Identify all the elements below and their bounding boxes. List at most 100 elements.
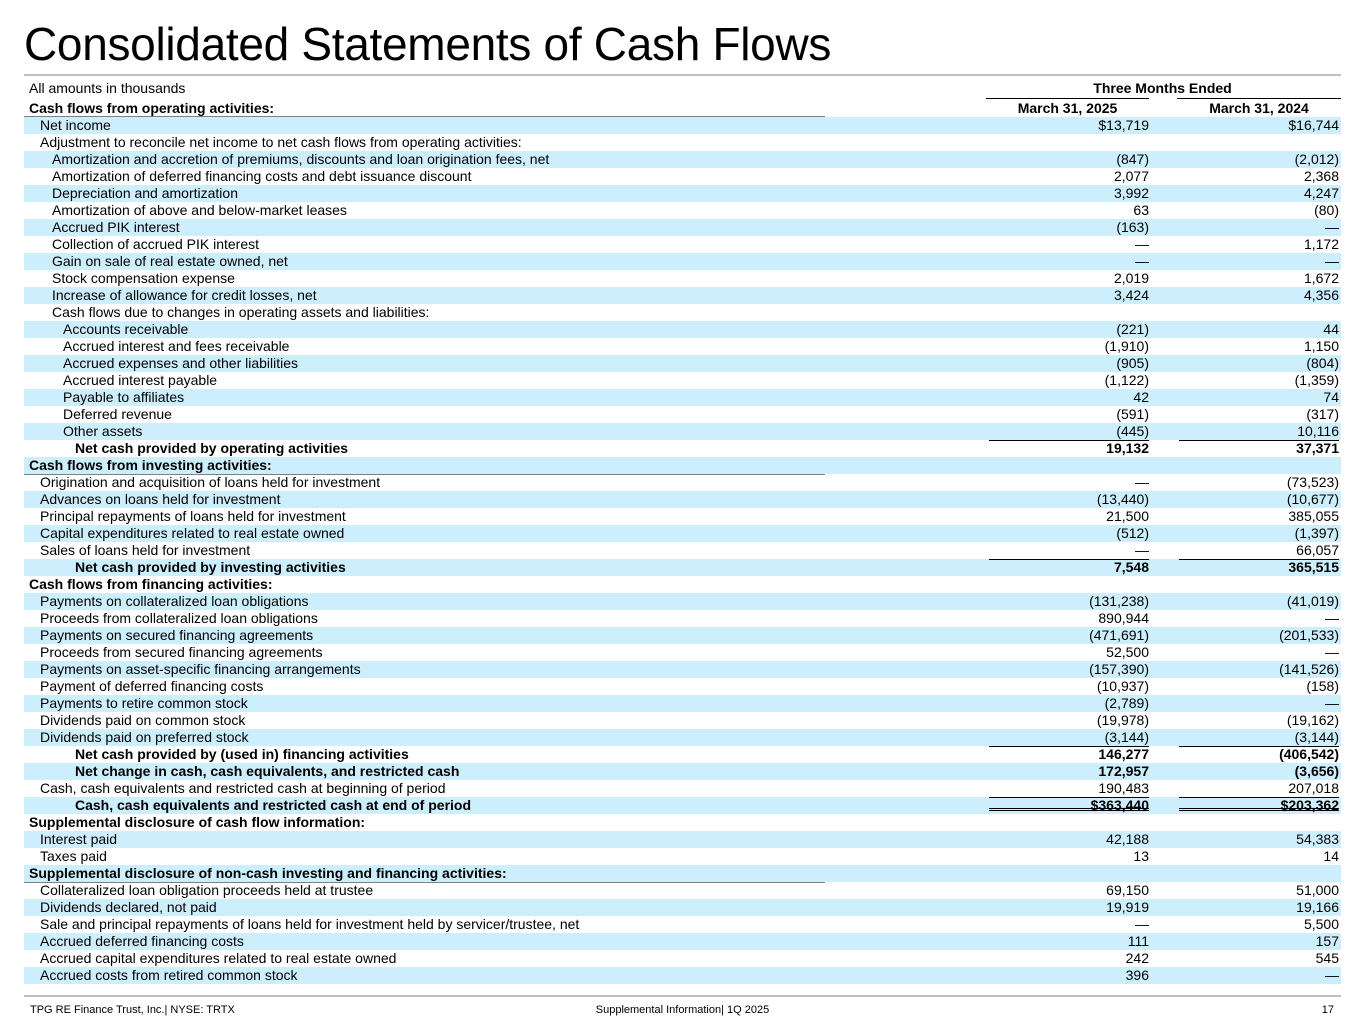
value-2025: 52,500 xyxy=(1106,644,1149,660)
row-label: Cash flows from financing activities: xyxy=(29,576,273,592)
title-divider xyxy=(24,74,1341,76)
value-2024: (2,012) xyxy=(1294,151,1339,167)
cash-flow-table: All amounts in thousands Three Months En… xyxy=(24,79,1341,984)
value-2024: 1,172 xyxy=(1303,236,1339,252)
table-row: Payments on collateralized loan obligati… xyxy=(24,593,1341,610)
row-label: Cash flows from investing activities: xyxy=(29,457,272,473)
value-2024: 74 xyxy=(1323,389,1339,405)
value-2025: 42 xyxy=(1133,389,1149,405)
value-2025: (591) xyxy=(1116,406,1149,422)
value-2024: 66,057 xyxy=(1179,542,1339,560)
row-label: Payment of deferred financing costs xyxy=(40,678,264,694)
row-label: Increase of allowance for credit losses,… xyxy=(52,287,317,303)
value-2024: 4,247 xyxy=(1303,185,1339,201)
row-label: Accrued capital expenditures related to … xyxy=(40,950,397,966)
value-2024: 51,000 xyxy=(1296,882,1339,898)
table-row: Payments to retire common stock (2,789) — xyxy=(24,695,1341,712)
value-2025: (157,390) xyxy=(1089,661,1149,677)
value-2024: — xyxy=(1325,695,1339,711)
value-2025: (221) xyxy=(1116,321,1149,337)
value-2024: 385,055 xyxy=(1288,508,1339,524)
value-2025: 890,944 xyxy=(1098,610,1149,626)
value-2025: 190,483 xyxy=(989,780,1149,798)
table-row: Dividends paid on preferred stock (3,144)… xyxy=(24,729,1341,747)
value-2024: 44 xyxy=(1323,321,1339,337)
value-2024: 10,116 xyxy=(1179,423,1339,441)
row-label: Sales of loans held for investment xyxy=(40,542,251,558)
row-label: Net change in cash, cash equivalents, an… xyxy=(75,763,460,779)
value-2024: (1,397) xyxy=(1294,525,1339,541)
value-2024: 1,672 xyxy=(1303,270,1339,286)
value-2025: 2,019 xyxy=(1113,270,1149,286)
value-2025: $363,440 xyxy=(989,797,1149,812)
row-label: Taxes paid xyxy=(40,848,107,864)
table-row: Accrued deferred financing costs 111 157 xyxy=(24,933,1341,950)
value-2025: 111 xyxy=(1127,933,1149,949)
row-label: Dividends paid on common stock xyxy=(40,712,246,728)
value-2024: 2,368 xyxy=(1303,168,1339,184)
table-row: Amortization of above and below-market l… xyxy=(24,202,1341,219)
value-2024: (1,359) xyxy=(1294,372,1339,388)
value-2025: (2,789) xyxy=(1104,695,1149,711)
table-row: Depreciation and amortization 3,992 4,247 xyxy=(24,185,1341,202)
table-row: Taxes paid 13 14 xyxy=(24,848,1341,865)
value-2025: (1,122) xyxy=(1104,372,1149,388)
value-2024: (3,656) xyxy=(1294,763,1339,779)
table-row: Collateralized loan obligation proceeds … xyxy=(24,882,1341,899)
value-2025: (163) xyxy=(1116,219,1149,235)
value-2024: — xyxy=(1325,967,1339,983)
table-row: Dividends declared, not paid 19,919 19,166 xyxy=(24,899,1341,916)
value-2025: 7,548 xyxy=(989,559,1149,575)
value-2025: 19,919 xyxy=(1106,899,1149,915)
row-label: Accrued interest payable xyxy=(63,372,218,388)
value-2024: (158) xyxy=(1306,678,1339,694)
row-label: Principal repayments of loans held for i… xyxy=(40,508,346,524)
table-row: Accrued PIK interest (163) — xyxy=(24,219,1341,236)
value-2024: $203,362 xyxy=(1179,797,1339,812)
value-2025: 42,188 xyxy=(1106,831,1149,847)
value-2024: (73,523) xyxy=(1286,474,1339,490)
value-2025: (3,144) xyxy=(989,729,1149,747)
page-number: 17 xyxy=(1321,1004,1334,1016)
value-2025: (445) xyxy=(989,423,1149,441)
row-label: Interest paid xyxy=(40,831,118,847)
row-label: Dividends paid on preferred stock xyxy=(40,729,249,745)
value-2025: (905) xyxy=(1116,355,1149,371)
table-row: Proceeds from collateralized loan obliga… xyxy=(24,610,1341,627)
table-row: Net change in cash, cash equivalents, an… xyxy=(24,763,1341,780)
row-label: Cash, cash equivalents and restricted ca… xyxy=(75,797,472,813)
table-row: Proceeds from secured financing agreemen… xyxy=(24,644,1341,661)
row-label: Payments to retire common stock xyxy=(40,695,248,711)
row-label: Collection of accrued PIK interest xyxy=(52,236,259,252)
row-label: Amortization of above and below-market l… xyxy=(52,202,347,218)
value-2025: — xyxy=(989,542,1149,560)
row-label: Accounts receivable xyxy=(63,321,189,337)
row-label: Accrued expenses and other liabilities xyxy=(63,355,299,371)
row-label: Origination and acquisition of loans hel… xyxy=(40,474,381,490)
value-2025: 396 xyxy=(1125,967,1149,983)
row-label: Advances on loans held for investment xyxy=(40,491,281,507)
table-row: Interest paid 42,188 54,383 xyxy=(24,831,1341,848)
table-row: Accrued costs from retired common stock 3… xyxy=(24,967,1341,984)
value-2025: 63 xyxy=(1133,202,1149,218)
value-2024: (804) xyxy=(1306,355,1339,371)
value-2025: (13,440) xyxy=(1096,491,1149,507)
table-row: Cash flows from financing activities: xyxy=(24,576,1341,594)
value-2025: 242 xyxy=(1125,950,1149,966)
table-body: Net income $13,719 $16,744 Adjustment to re… xyxy=(24,117,1341,984)
table-row: Accrued expenses and other liabilities (9… xyxy=(24,355,1341,372)
row-label: Capital expenditures related to real est… xyxy=(40,525,345,541)
table-row: Dividends paid on common stock (19,978) (1… xyxy=(24,712,1341,729)
value-2024: — xyxy=(1325,644,1339,660)
row-label: Depreciation and amortization xyxy=(52,185,238,201)
value-2024: 157 xyxy=(1315,933,1339,949)
row-label: Cash, cash equivalents and restricted ca… xyxy=(40,780,446,796)
row-label: Deferred revenue xyxy=(63,406,172,422)
table-row: Principal repayments of loans held for i… xyxy=(24,508,1341,525)
table-row: Accounts receivable (221) 44 xyxy=(24,321,1341,338)
value-2025: (847) xyxy=(1116,151,1149,167)
row-label: Proceeds from secured financing agreemen… xyxy=(40,644,323,660)
table-row: Net income $13,719 $16,744 xyxy=(24,117,1341,134)
row-label: Supplemental disclosure of non-cash inve… xyxy=(29,865,507,881)
value-2024: 37,371 xyxy=(1179,440,1339,456)
